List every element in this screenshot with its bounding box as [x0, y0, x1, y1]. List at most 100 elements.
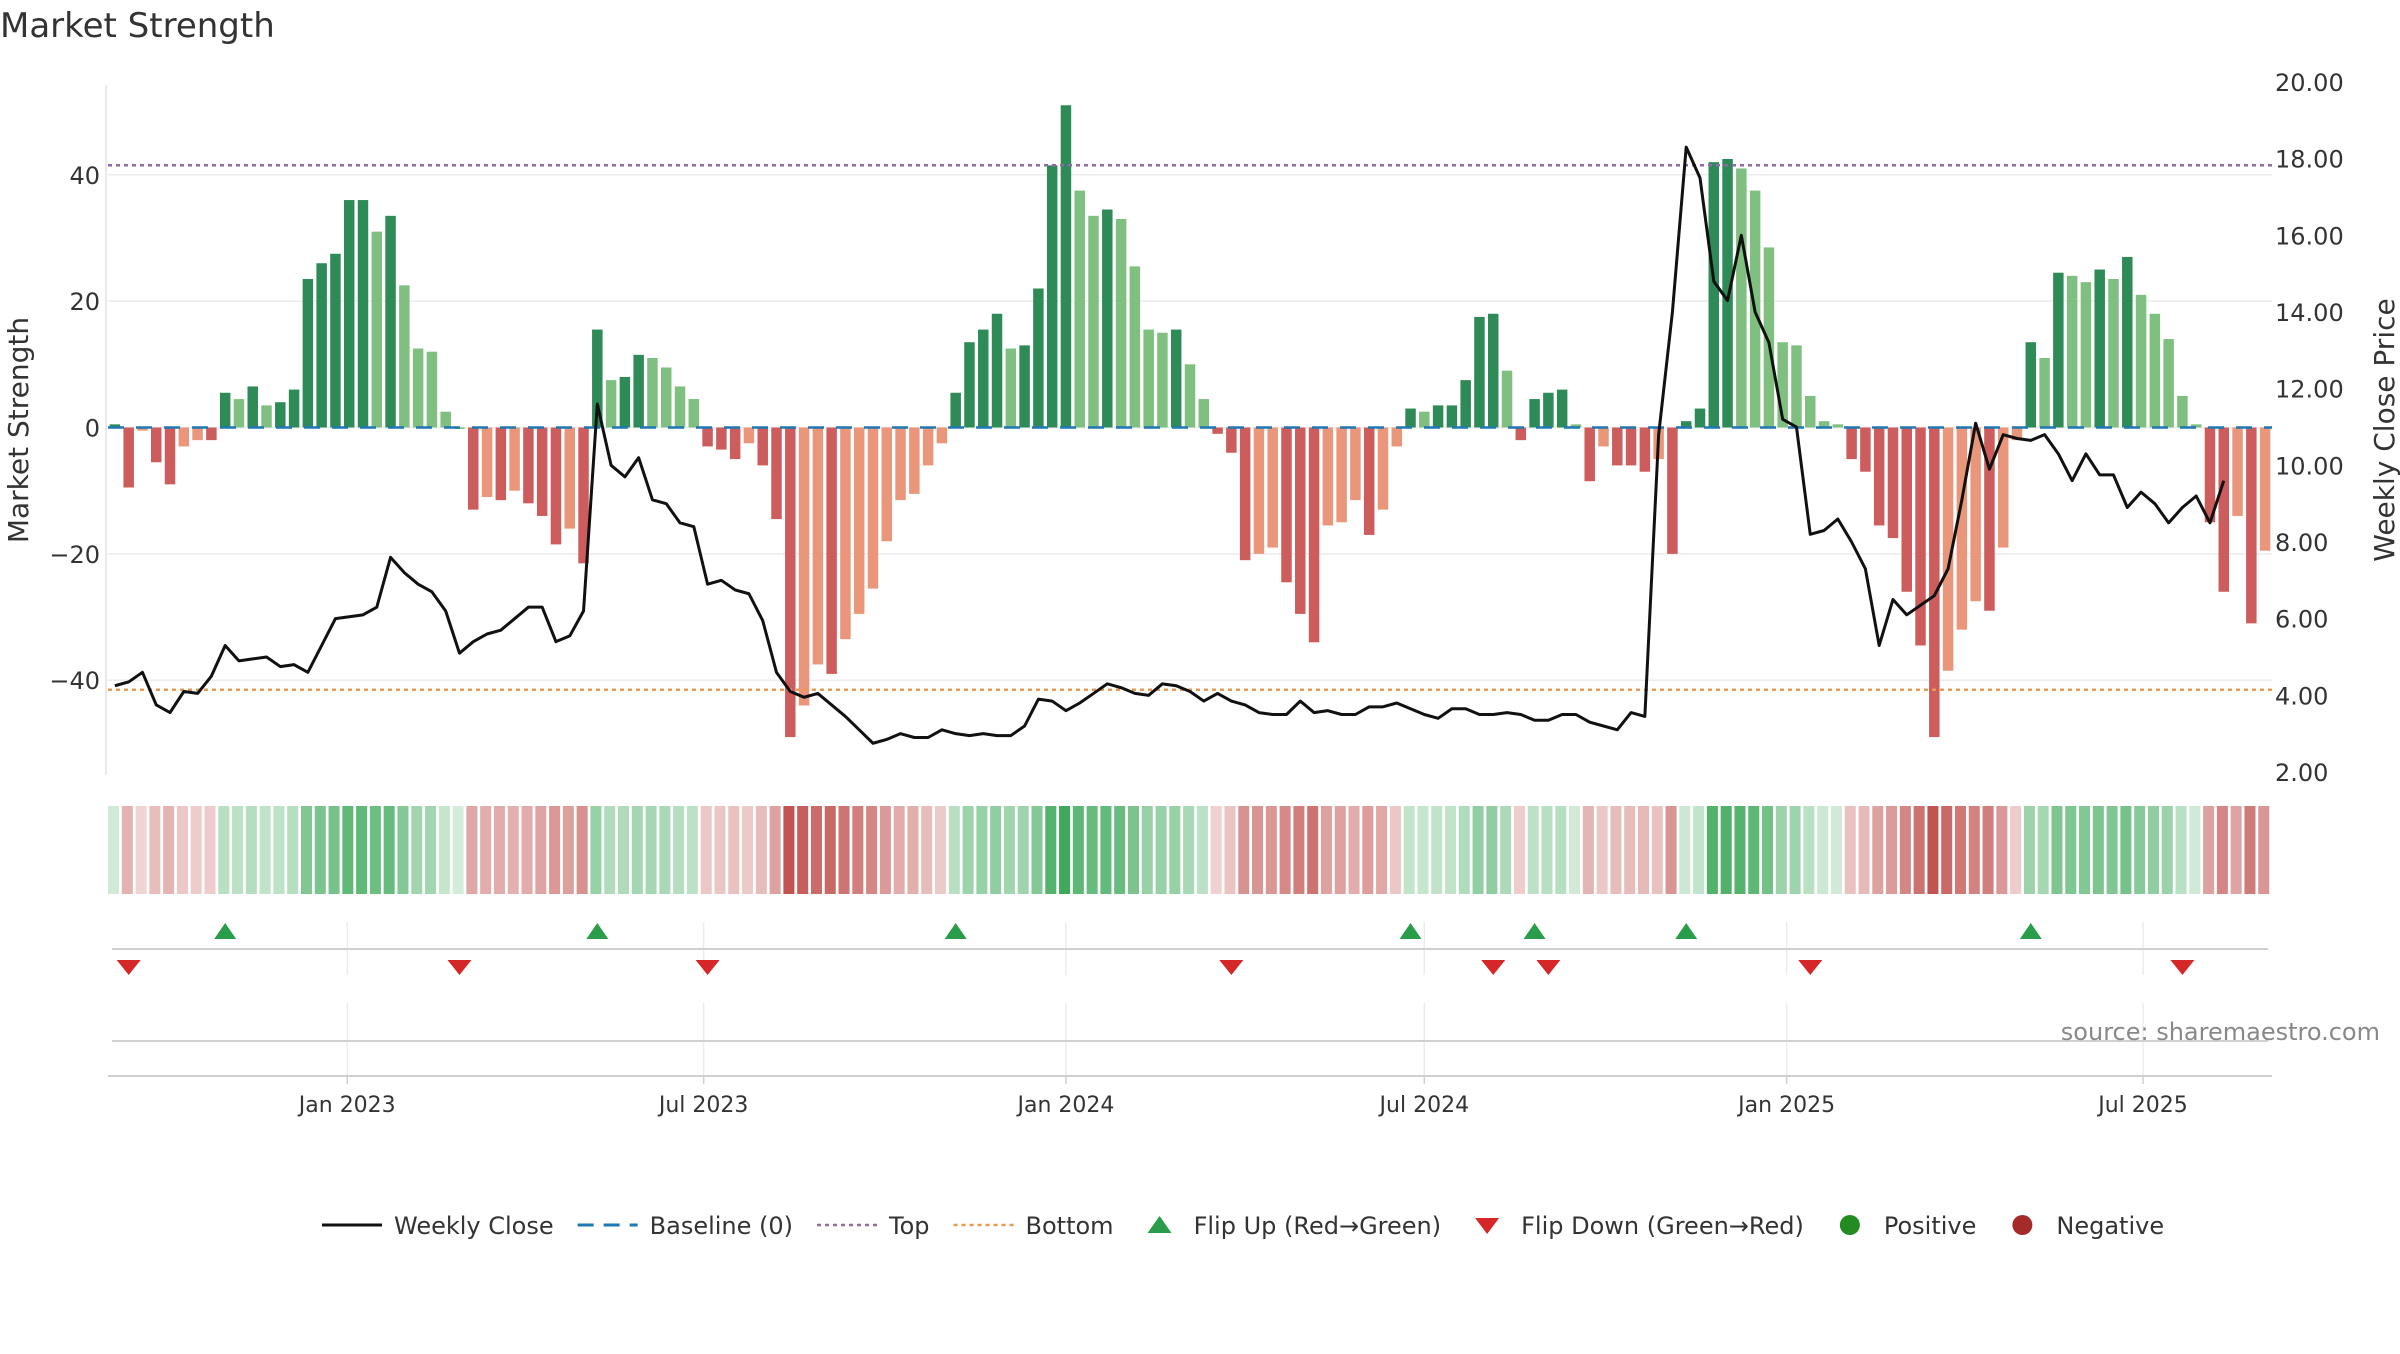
heat-strip [108, 806, 2270, 894]
heat-cell [1624, 806, 1636, 894]
legend-item: Baseline (0) [577, 1212, 793, 1240]
heat-cell [866, 806, 878, 894]
heat-cell [1100, 806, 1112, 894]
strength-bar [757, 427, 768, 466]
strength-bar [2122, 256, 2133, 428]
strength-bar [2149, 313, 2161, 428]
strength-bar [1529, 399, 1540, 428]
heat-cell [2037, 806, 2049, 894]
heat-cell [1486, 806, 1498, 894]
heat-cell [259, 806, 271, 894]
heat-cell [1431, 806, 1443, 894]
strength-bar [2259, 427, 2271, 551]
strength-bar [605, 380, 617, 428]
strength-bar [426, 351, 438, 428]
heat-cell [425, 806, 437, 894]
legend-label: Negative [2056, 1212, 2164, 1240]
flip-markers [112, 922, 2268, 975]
right-tick-label: 14.00 [2275, 299, 2344, 327]
heat-cell [742, 806, 754, 894]
heat-cell [2203, 806, 2215, 894]
heat-cell [1665, 806, 1677, 894]
x-axis: Jan 2023 Jul 2023 Jan 2024 Jul 2024 Jan 2025… [108, 1003, 2272, 1118]
heat-cell [1444, 806, 1457, 894]
heat-cell [907, 806, 919, 894]
legend-label: Flip Down (Green→Red) [1521, 1212, 1804, 1240]
legend-item: Flip Up (Red→Green) [1147, 1212, 1442, 1240]
heat-cell [521, 806, 533, 894]
flip-up-marker [586, 923, 609, 939]
strength-bar [1005, 348, 1017, 428]
strength-bar [1377, 427, 1389, 510]
strength-bar [2108, 279, 2119, 428]
strength-bar [1170, 329, 1182, 428]
strength-bar [2246, 427, 2257, 624]
strength-bar [164, 427, 176, 485]
strength-bar [1363, 427, 1375, 535]
strength-bar [1474, 316, 1485, 428]
flip-down-marker [116, 960, 141, 975]
strength-bar [964, 342, 975, 428]
strength-bar [1598, 427, 1609, 447]
strength-bar [619, 376, 631, 428]
right-tick-label: 20.00 [2275, 69, 2344, 97]
legend-label: Positive [1884, 1212, 1977, 1240]
heat-cell [1610, 806, 1622, 894]
heat-cell [1334, 806, 1346, 894]
strength-bar [702, 427, 713, 447]
heat-cell [1265, 806, 1277, 894]
heat-cell [824, 806, 836, 894]
heat-cell [1114, 806, 1126, 894]
strength-bar [1488, 313, 1499, 428]
strength-bar [1405, 408, 1416, 428]
heat-cell [1886, 806, 1898, 894]
heat-cell [976, 806, 988, 894]
left-tick-label: 0 [85, 415, 100, 443]
strength-bar [316, 263, 327, 428]
strength-bar [261, 405, 272, 428]
right-tick-label: 12.00 [2275, 376, 2344, 404]
heat-cell [1569, 806, 1581, 894]
heat-cell [1293, 806, 1305, 894]
heat-cell [1403, 806, 1415, 894]
strength-bar [881, 427, 893, 542]
heat-cell [149, 806, 161, 894]
legend-swatch [2012, 1215, 2033, 1235]
chart-title: Market Strength [0, 6, 275, 46]
x-tick-label: Jul 2023 [657, 1093, 749, 1118]
heat-cell [328, 806, 340, 894]
strength-bar [936, 427, 948, 444]
strength-bar [1446, 405, 1458, 428]
legend-label: Flip Up (Red→Green) [1194, 1212, 1442, 1240]
heat-cell [755, 806, 767, 894]
strength-bar [219, 392, 231, 428]
heat-cell [300, 806, 312, 894]
strength-bar [206, 427, 217, 441]
legend-swatch [1147, 1216, 1172, 1233]
heat-cell [797, 806, 809, 894]
strength-bar [385, 215, 396, 428]
heat-cell [2258, 806, 2270, 894]
source-credit: source: sharemaestro.com [2061, 1018, 2380, 1046]
heat-cell [1072, 806, 1084, 894]
heat-cell [948, 806, 960, 894]
strength-bar [481, 427, 493, 497]
heat-cell [1789, 806, 1801, 894]
heat-cell [2051, 806, 2063, 894]
strength-bar [1667, 427, 1678, 554]
right-tick-label: 18.00 [2275, 146, 2344, 174]
heat-cell [1541, 806, 1553, 894]
heat-cell [1238, 806, 1250, 894]
legend-label: Bottom [1026, 1212, 1114, 1240]
strength-bar [660, 367, 672, 428]
strength-bar [1805, 395, 1816, 428]
strength-bar [1639, 427, 1651, 472]
legend: Weekly Close Baseline (0) Top Bottom Flip Up… [322, 1212, 2164, 1240]
strength-bar [1033, 288, 1044, 428]
strength-bar [1419, 411, 1430, 428]
strength-bar [137, 427, 148, 431]
heat-cell [438, 806, 450, 894]
strength-bar [178, 427, 190, 447]
heat-cell [1858, 806, 1870, 894]
heat-cell [1417, 806, 1429, 894]
